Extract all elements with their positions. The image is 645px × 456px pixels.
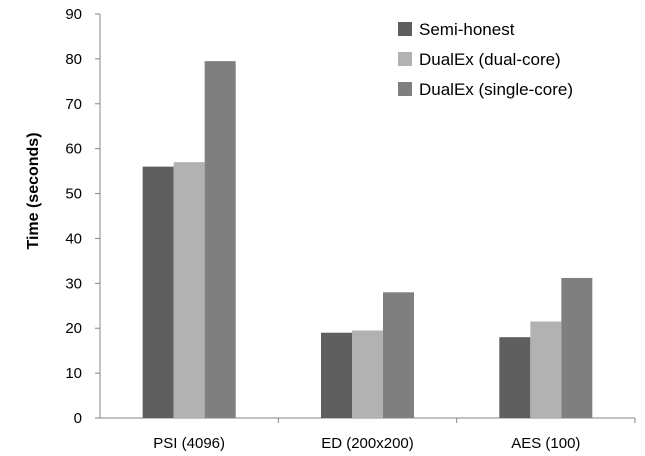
bar-2-3	[530, 321, 562, 418]
x-category-label: ED (200x200)	[321, 435, 414, 452]
y-tick-label: 70	[65, 96, 82, 113]
legend-label: DualEx (single-core)	[419, 80, 573, 99]
y-tick-label: 50	[65, 186, 82, 203]
legend-swatch	[398, 22, 412, 36]
y-tick-label: 40	[65, 230, 82, 247]
bar-3-1	[204, 61, 236, 419]
legend: Semi-honest DualEx (dual-core) DualEx (sin…	[398, 20, 573, 99]
y-tick-label: 0	[74, 410, 82, 427]
y-tick-label: 10	[65, 365, 82, 382]
axes: 0 10 20 30 40 50 60 70 80 90 PSI (4096) ED (200x200…	[65, 6, 636, 452]
bar-3-3	[561, 277, 593, 418]
bar-1-2	[321, 332, 352, 418]
y-tick-label: 30	[65, 275, 82, 292]
x-category-label: AES (100)	[511, 435, 580, 452]
legend-label: DualEx (dual-core)	[419, 50, 561, 69]
y-axis-title: Time (seconds)	[25, 132, 42, 249]
bars	[142, 61, 593, 419]
y-tick-label: 20	[65, 320, 82, 337]
bar-3-2	[383, 292, 414, 418]
y-tick-label: 80	[65, 51, 82, 68]
bar-1-3	[499, 337, 531, 418]
bar-1-1	[142, 166, 174, 418]
bar-2-2	[352, 330, 383, 418]
legend-swatch	[398, 52, 412, 66]
x-category-label: PSI (4096)	[153, 435, 225, 452]
y-tick-label: 90	[65, 6, 82, 23]
y-tick-label: 60	[65, 141, 82, 158]
bar-2-1	[173, 162, 205, 418]
legend-swatch	[398, 82, 412, 96]
legend-label: Semi-honest	[419, 20, 515, 39]
